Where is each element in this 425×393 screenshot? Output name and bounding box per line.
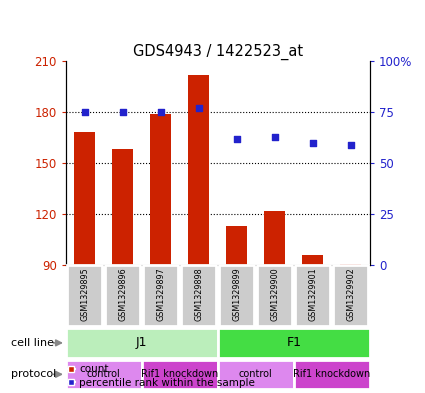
Text: GSM1329897: GSM1329897 — [156, 267, 165, 321]
Point — [82, 109, 88, 115]
Text: Rif1 knockdown: Rif1 knockdown — [293, 369, 371, 379]
Text: F1: F1 — [286, 336, 301, 349]
Text: GSM1329902: GSM1329902 — [346, 267, 355, 321]
Text: GSM1329901: GSM1329901 — [308, 267, 317, 321]
Bar — [302, 255, 323, 265]
Bar — [333, 265, 368, 326]
Bar — [150, 114, 171, 265]
Point — [196, 105, 202, 111]
Text: GSM1329895: GSM1329895 — [80, 267, 89, 321]
Point — [233, 136, 240, 142]
Bar — [294, 360, 370, 389]
Bar — [219, 265, 254, 326]
Bar — [264, 211, 285, 265]
Title: GDS4943 / 1422523_at: GDS4943 / 1422523_at — [133, 43, 303, 60]
Bar — [105, 265, 140, 326]
Bar — [188, 75, 209, 265]
Point — [157, 109, 164, 115]
Bar — [143, 265, 178, 326]
Point — [347, 141, 354, 148]
Bar — [227, 226, 247, 265]
Text: J1: J1 — [136, 336, 147, 349]
Bar — [218, 360, 294, 389]
Bar — [340, 264, 361, 265]
Text: protocol: protocol — [11, 369, 56, 379]
Bar — [181, 265, 216, 326]
Point — [119, 109, 126, 115]
Text: GSM1329900: GSM1329900 — [270, 267, 279, 321]
Text: GSM1329896: GSM1329896 — [118, 267, 127, 321]
Text: GSM1329898: GSM1329898 — [194, 267, 203, 321]
Text: control: control — [87, 369, 121, 379]
Text: control: control — [239, 369, 273, 379]
Point — [272, 133, 278, 140]
Bar — [295, 265, 330, 326]
Bar — [66, 328, 218, 358]
Bar — [218, 328, 370, 358]
Point — [309, 140, 316, 146]
Bar — [257, 265, 292, 326]
Bar — [142, 360, 218, 389]
Bar — [74, 132, 95, 265]
Bar — [112, 149, 133, 265]
Bar — [66, 360, 142, 389]
Text: GSM1329899: GSM1329899 — [232, 267, 241, 321]
Text: cell line: cell line — [11, 338, 54, 348]
Legend: count, percentile rank within the sample: count, percentile rank within the sample — [62, 360, 259, 392]
Text: Rif1 knockdown: Rif1 knockdown — [141, 369, 218, 379]
Bar — [68, 265, 102, 326]
